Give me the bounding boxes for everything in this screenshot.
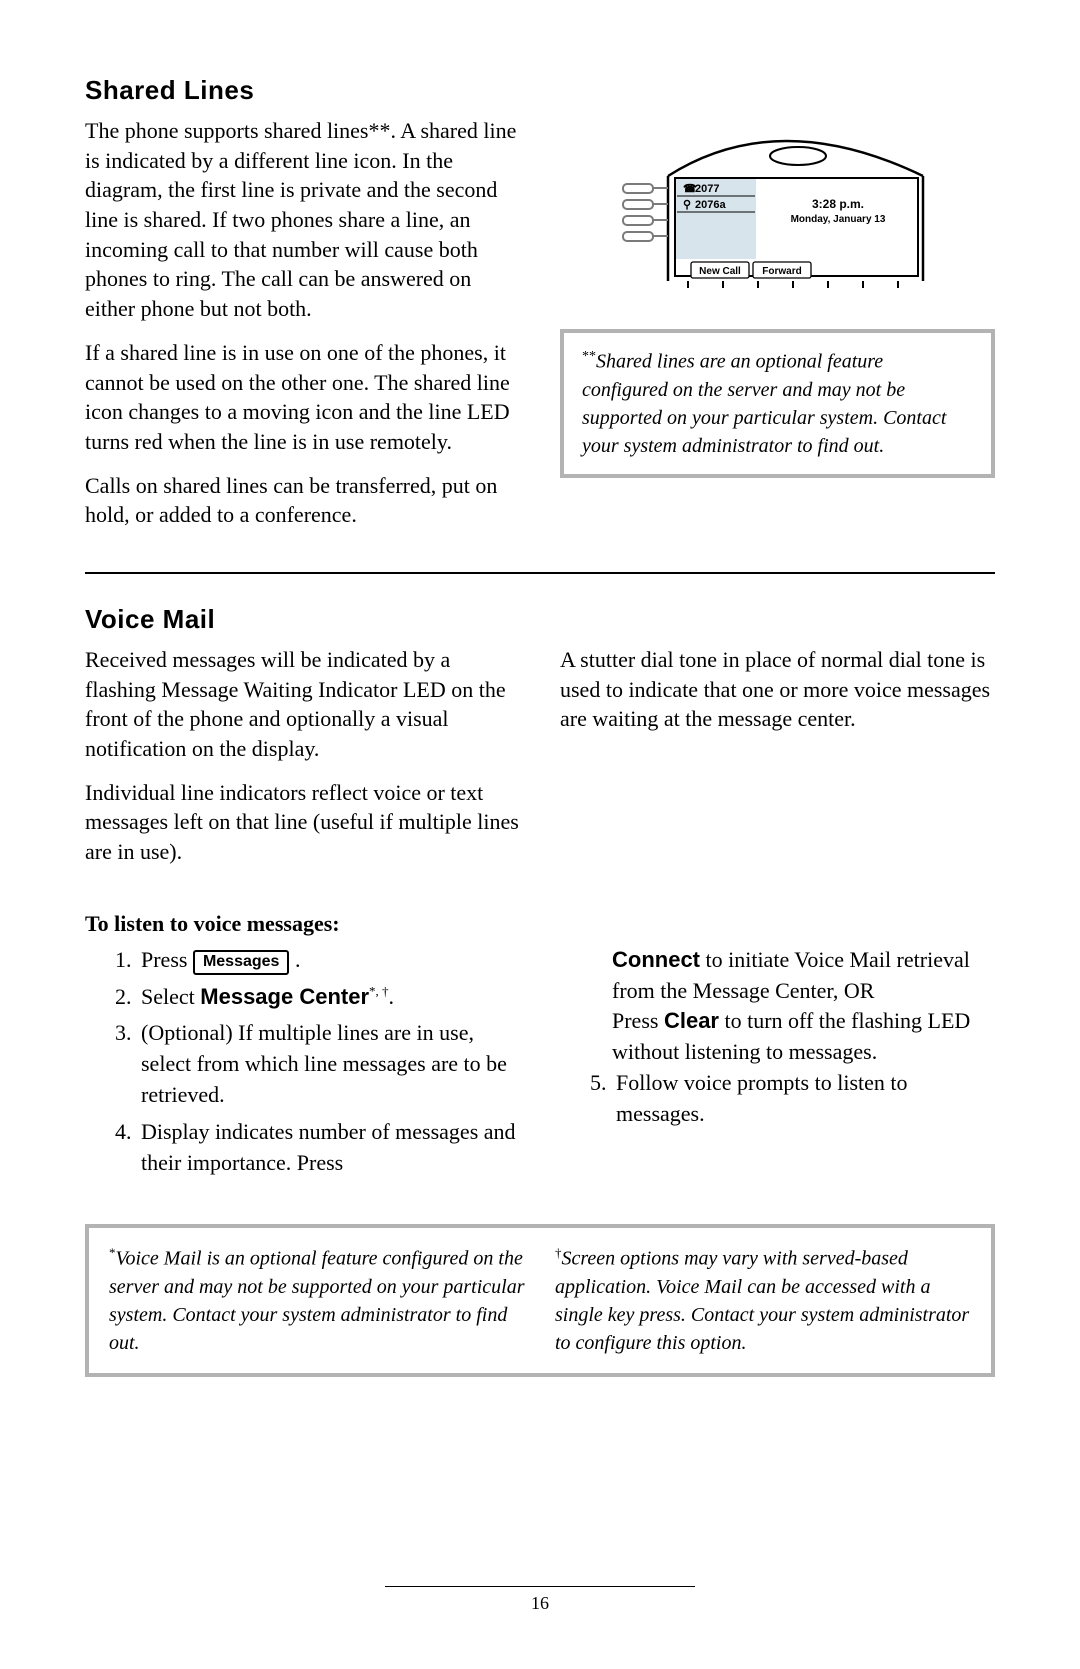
voice-mail-para-1: Received messages will be indicated by a… <box>85 645 520 764</box>
step2-prefix: Select <box>141 984 200 1009</box>
page-footer: 16 <box>0 1586 1080 1614</box>
shared-lines-footnote-box: **Shared lines are an optional feature c… <box>560 329 995 478</box>
voice-mail-para-2: Individual line indicators reflect voice… <box>85 778 520 867</box>
listen-steps-list-right: Follow voice prompts to listen to messag… <box>560 1068 995 1130</box>
shared-lines-row: The phone supports shared lines**. A sha… <box>85 116 995 544</box>
shared-lines-heading: Shared Lines <box>85 75 995 106</box>
step2-suffix: . <box>389 984 395 1009</box>
step-4: Display indicates number of messages and… <box>137 1117 520 1179</box>
step-3: (Optional) If multiple lines are in use,… <box>137 1018 520 1110</box>
diagram-line1-label: 2077 <box>695 183 719 195</box>
voice-mail-heading: Voice Mail <box>85 604 995 635</box>
step2-superscript: *, † <box>369 983 389 998</box>
listen-steps-list-left: Press Messages . Select Message Center*,… <box>85 945 520 1179</box>
voice-mail-left-col: Received messages will be indicated by a… <box>85 645 520 881</box>
shared-lines-para-2: If a shared line is in use on one of the… <box>85 338 520 457</box>
shared-lines-right-col: ☎ 2077 ⚲ 2076a 3:28 p.m. Monday, January… <box>560 116 995 544</box>
shared-lines-para-1: The phone supports shared lines**. A sha… <box>85 116 520 324</box>
step-1: Press Messages . <box>137 945 520 976</box>
step1-suffix: . <box>295 947 301 972</box>
voice-mail-right-col: A stutter dial tone in place of normal d… <box>560 645 995 881</box>
messages-key-icon: Messages <box>193 950 290 975</box>
step2-bold: Message Center <box>200 984 369 1009</box>
voice-mail-para-3: A stutter dial tone in place of normal d… <box>560 645 995 734</box>
clear-bold: Clear <box>664 1008 719 1033</box>
connect-bold: Connect <box>612 947 700 972</box>
step4c-prefix: Press <box>612 1008 664 1033</box>
shared-lines-text-col: The phone supports shared lines**. A sha… <box>85 116 520 544</box>
document-page: Shared Lines The phone supports shared l… <box>0 0 1080 1669</box>
footer-rule <box>385 1586 695 1587</box>
diagram-softkey-newcall: New Call <box>699 266 741 277</box>
diagram-softkey-forward: Forward <box>762 266 801 277</box>
listen-steps-row: Press Messages . Select Message Center*,… <box>85 945 995 1185</box>
voice-mail-intro-row: Received messages will be indicated by a… <box>85 645 995 881</box>
step1-prefix: Press <box>141 947 193 972</box>
footnote-star: *Voice Mail is an optional feature confi… <box>109 1244 525 1357</box>
voice-mail-footnotes-box: *Voice Mail is an optional feature confi… <box>85 1224 995 1377</box>
listen-left-col: Press Messages . Select Message Center*,… <box>85 945 520 1185</box>
diagram-time: 3:28 p.m. <box>811 197 863 211</box>
diagram-date: Monday, January 13 <box>790 214 885 225</box>
step-2: Select Message Center*, †. <box>137 982 520 1013</box>
shared-lines-para-3: Calls on shared lines can be transferred… <box>85 471 520 530</box>
diagram-line2-label: 2076a <box>695 199 726 211</box>
step4-continuation: Connect to initiate Voice Mail retrieval… <box>560 945 995 1068</box>
footnote-dagger-text: Screen options may vary with served-base… <box>555 1248 969 1354</box>
listen-heading: To listen to voice messages: <box>85 911 995 937</box>
footnote-dagger: †Screen options may vary with served-bas… <box>555 1244 971 1357</box>
listen-right-col: Connect to initiate Voice Mail retrieval… <box>560 945 995 1185</box>
shared-lines-footnote-text: Shared lines are an optional feature con… <box>582 351 946 457</box>
section-divider <box>85 572 995 574</box>
phone-diagram: ☎ 2077 ⚲ 2076a 3:28 p.m. Monday, January… <box>613 116 943 301</box>
svg-text:⚲: ⚲ <box>683 199 691 211</box>
footnote-marker-doublestar: ** <box>582 349 596 364</box>
step-5: Follow voice prompts to listen to messag… <box>612 1068 995 1130</box>
page-number: 16 <box>531 1593 549 1613</box>
footnote-star-text: Voice Mail is an optional feature config… <box>109 1248 525 1354</box>
